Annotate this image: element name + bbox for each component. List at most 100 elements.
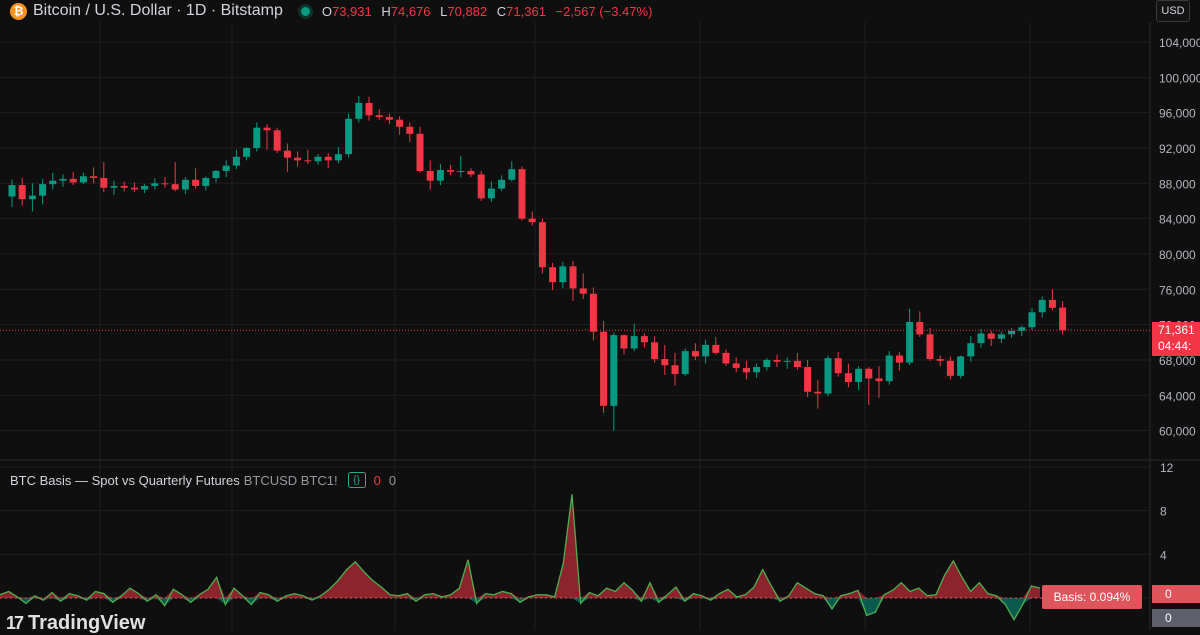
code-braces-icon[interactable]: {} xyxy=(347,472,366,488)
candle xyxy=(273,127,281,154)
candle xyxy=(1059,300,1067,335)
candle xyxy=(232,149,240,170)
candle xyxy=(1008,328,1016,338)
candle xyxy=(171,162,179,192)
last-price-tag: 71,361 04:44: xyxy=(1152,322,1200,356)
last-price: 71,361 xyxy=(1158,323,1195,337)
tradingview-logo-icon: 17 xyxy=(6,613,24,633)
price-axis-label: 100,000 xyxy=(1159,71,1200,85)
candle xyxy=(702,339,710,364)
basis-axis-label: 12 xyxy=(1160,461,1174,475)
candle xyxy=(844,363,852,388)
candle xyxy=(283,143,291,172)
candle xyxy=(865,367,873,405)
candle xyxy=(294,151,302,167)
price-axis-label: 88,000 xyxy=(1159,177,1196,191)
candle xyxy=(508,161,516,182)
candle xyxy=(712,336,720,355)
candle xyxy=(120,181,128,192)
candle xyxy=(141,184,149,194)
candle xyxy=(640,333,648,348)
candle xyxy=(477,170,485,201)
candle xyxy=(569,261,577,301)
candle xyxy=(18,178,26,206)
open-value: 73,931 xyxy=(331,3,372,19)
candle xyxy=(528,211,536,226)
symbol-title[interactable]: Bitcoin / U.S. Dollar · 1D · Bitstamp xyxy=(33,2,283,19)
candle xyxy=(773,354,781,368)
basis-line xyxy=(0,494,1041,622)
indicator-name[interactable]: BTC Basis — Spot vs Quarterly Futures xyxy=(10,472,240,488)
indicator-value-2: 0 xyxy=(388,472,397,488)
candle xyxy=(426,160,434,190)
candle xyxy=(385,113,393,125)
candle xyxy=(824,355,832,397)
candle xyxy=(375,109,383,120)
indicator-symbols: BTCUSD BTC1! xyxy=(243,472,338,488)
symbol-header: ₿ Bitcoin / U.S. Dollar · 1D · Bitstamp … xyxy=(10,0,658,22)
candle xyxy=(487,181,495,202)
currency-button[interactable]: USD xyxy=(1156,0,1190,22)
basis-positive-area xyxy=(0,494,1040,598)
zero-tag-1: 0 xyxy=(1152,585,1200,603)
candle xyxy=(1018,325,1026,337)
basis-label: Basis: 0.094% xyxy=(1042,585,1142,609)
price-axis-label: 92,000 xyxy=(1159,142,1196,156)
ohlc-readout: O73,931 H74,676 L70,882 C71,361 −2,567 (… xyxy=(321,3,653,19)
price-axis-label: 84,000 xyxy=(1159,213,1196,227)
basis-negative-area xyxy=(0,598,1040,620)
candle xyxy=(304,149,312,164)
candle xyxy=(987,330,995,346)
candle xyxy=(549,262,557,291)
price-axis-label: 96,000 xyxy=(1159,107,1196,121)
candle xyxy=(742,360,750,380)
candle xyxy=(161,177,169,188)
candle xyxy=(906,308,914,366)
price-axis-label: 64,000 xyxy=(1159,389,1196,403)
change-value: −2,567 (−3.47%) xyxy=(555,3,653,19)
price-axis-label: 68,000 xyxy=(1159,354,1196,368)
candle xyxy=(1048,289,1056,311)
candle xyxy=(936,355,944,367)
candle xyxy=(630,323,638,352)
candle xyxy=(946,356,954,380)
candle xyxy=(997,331,1005,344)
market-status-icon[interactable] xyxy=(300,6,310,16)
candle xyxy=(406,122,414,142)
candle xyxy=(579,273,587,300)
candle xyxy=(192,168,200,189)
price-axis-label: 104,000 xyxy=(1159,36,1200,50)
candle xyxy=(722,349,730,367)
candle xyxy=(365,96,373,121)
candle xyxy=(253,122,261,152)
candle xyxy=(538,218,546,274)
candle xyxy=(467,168,475,178)
candle xyxy=(151,178,159,190)
candle xyxy=(753,363,761,378)
candle xyxy=(783,357,791,369)
candle xyxy=(263,124,271,150)
candle xyxy=(732,357,740,373)
basis-axis-label: 8 xyxy=(1160,505,1167,519)
candle xyxy=(59,174,67,187)
indicator-value-1: 0 xyxy=(373,472,381,488)
candle xyxy=(90,167,98,184)
candle xyxy=(100,162,108,193)
candle xyxy=(355,95,363,123)
candle xyxy=(1028,307,1036,330)
candle xyxy=(436,163,444,186)
candle xyxy=(79,172,87,185)
candle xyxy=(202,176,210,191)
candle xyxy=(916,311,924,337)
candle xyxy=(814,380,822,409)
price-axis-label: 76,000 xyxy=(1159,283,1196,297)
bitcoin-icon: ₿ xyxy=(10,2,27,20)
candle xyxy=(334,147,342,163)
close-value: 71,361 xyxy=(506,3,546,19)
candle xyxy=(926,328,934,361)
tradingview-logo[interactable]: 17 TradingView xyxy=(6,612,145,635)
candle xyxy=(875,366,883,398)
candle xyxy=(967,336,975,362)
candle xyxy=(763,358,771,371)
